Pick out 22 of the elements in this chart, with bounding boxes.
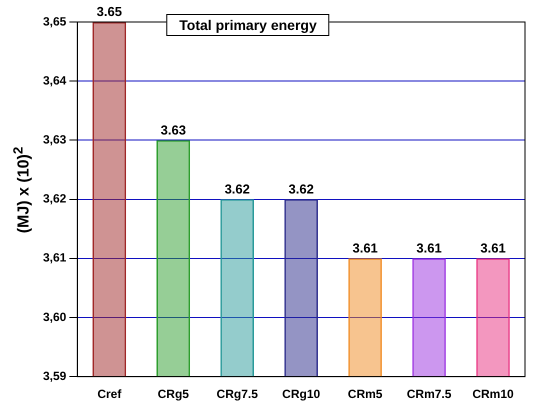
x-tick-label: CRm5 [348, 387, 383, 402]
data-label: 3.62 [224, 181, 250, 196]
y-tick-label: 3,59 [42, 368, 67, 383]
data-label: 3.65 [96, 4, 122, 20]
y-tick-label: 3,62 [42, 192, 67, 206]
y-tick-label: 3,61 [42, 250, 67, 265]
x-tick-label: CRg10 [282, 387, 321, 402]
y-tick-label: 3,63 [42, 132, 67, 147]
x-tick-label: Cref [97, 387, 122, 402]
x-tick-label: CRg5 [158, 387, 190, 402]
x-tick-label: CRg7.5 [216, 387, 258, 402]
chart-title: Total primary energy [166, 14, 330, 36]
data-label: 3.61 [352, 240, 378, 256]
y-tick-label: 3,64 [42, 73, 67, 88]
x-tick-label: CRm10 [472, 387, 514, 402]
y-tick-label: 3,60 [42, 310, 67, 324]
data-label: 3.61 [416, 240, 442, 256]
data-label: 3.62 [288, 181, 314, 196]
data-label: 3.61 [480, 240, 506, 256]
y-tick-label: 3,65 [42, 14, 67, 28]
data-label: 3.63 [160, 122, 186, 138]
x-tick-label: CRm7.5 [406, 387, 452, 402]
